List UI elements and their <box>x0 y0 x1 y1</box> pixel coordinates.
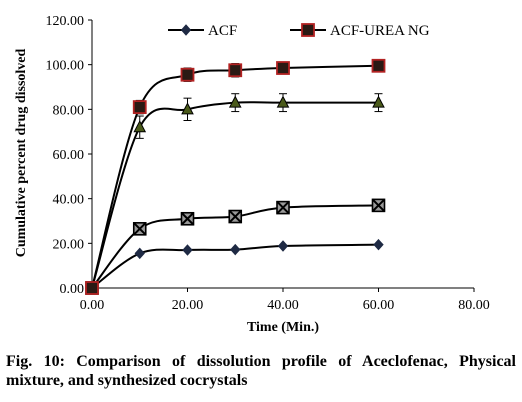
data-point <box>228 63 243 78</box>
data-point <box>276 95 290 108</box>
y-tick-label: 80.00 <box>53 103 85 118</box>
y-tick-label: 0.00 <box>60 282 85 297</box>
data-point <box>180 211 195 226</box>
legend-label: ACF <box>208 23 237 39</box>
data-point <box>132 222 147 236</box>
data-point <box>181 102 194 115</box>
legend-marker <box>301 23 315 37</box>
data-point <box>182 244 193 256</box>
y-tick-label: 20.00 <box>53 237 85 252</box>
series-line-2 <box>91 101 379 289</box>
x-tick-label: 80.00 <box>458 298 490 313</box>
x-tick-label: 40.00 <box>267 298 299 313</box>
data-point <box>228 95 242 108</box>
data-point <box>373 238 384 251</box>
y-tick-label: 40.00 <box>53 193 85 208</box>
data-point <box>371 198 386 213</box>
series-markers <box>85 58 386 295</box>
x-tick-label: 60.00 <box>363 298 395 313</box>
legend-item: ACF-UREA NG <box>290 23 430 39</box>
data-point <box>371 58 386 73</box>
data-point <box>277 240 289 252</box>
data-point <box>134 247 145 260</box>
data-point <box>228 209 243 224</box>
data-point <box>180 67 195 82</box>
y-axis-label: Cumulative percent drug dissolved <box>14 48 29 257</box>
chart-svg: 0.00 20.00 40.00 60.00 80.00 100.00 120.00 0.00… <box>14 14 490 335</box>
error-bars <box>135 63 383 225</box>
legend-item: ACF <box>168 23 237 39</box>
x-axis-label: Time (Min.) <box>247 320 319 335</box>
axes: 0.00 20.00 40.00 60.00 80.00 100.00 120.00 0.00… <box>46 14 490 313</box>
data-point <box>133 120 147 133</box>
data-point <box>372 95 385 108</box>
data-point <box>276 61 290 75</box>
data-point <box>132 100 147 114</box>
figure-caption: Fig. 10: Comparison of dissolution profi… <box>6 353 516 389</box>
x-tick-label: 20.00 <box>172 298 204 313</box>
data-point <box>276 200 290 215</box>
legend-marker <box>180 24 192 36</box>
legend: ACF ACF-UREA NG <box>168 23 430 39</box>
data-point <box>230 243 241 256</box>
legend-label: ACF-UREA NG <box>330 23 430 39</box>
y-tick-label: 100.00 <box>46 59 85 74</box>
x-tick-label: 0.00 <box>80 298 105 313</box>
series-line-3 <box>91 64 379 289</box>
y-tick-label: 120.00 <box>46 14 85 29</box>
data-point <box>85 281 99 295</box>
y-tick-label: 60.00 <box>53 148 85 163</box>
series-lines <box>91 64 379 289</box>
